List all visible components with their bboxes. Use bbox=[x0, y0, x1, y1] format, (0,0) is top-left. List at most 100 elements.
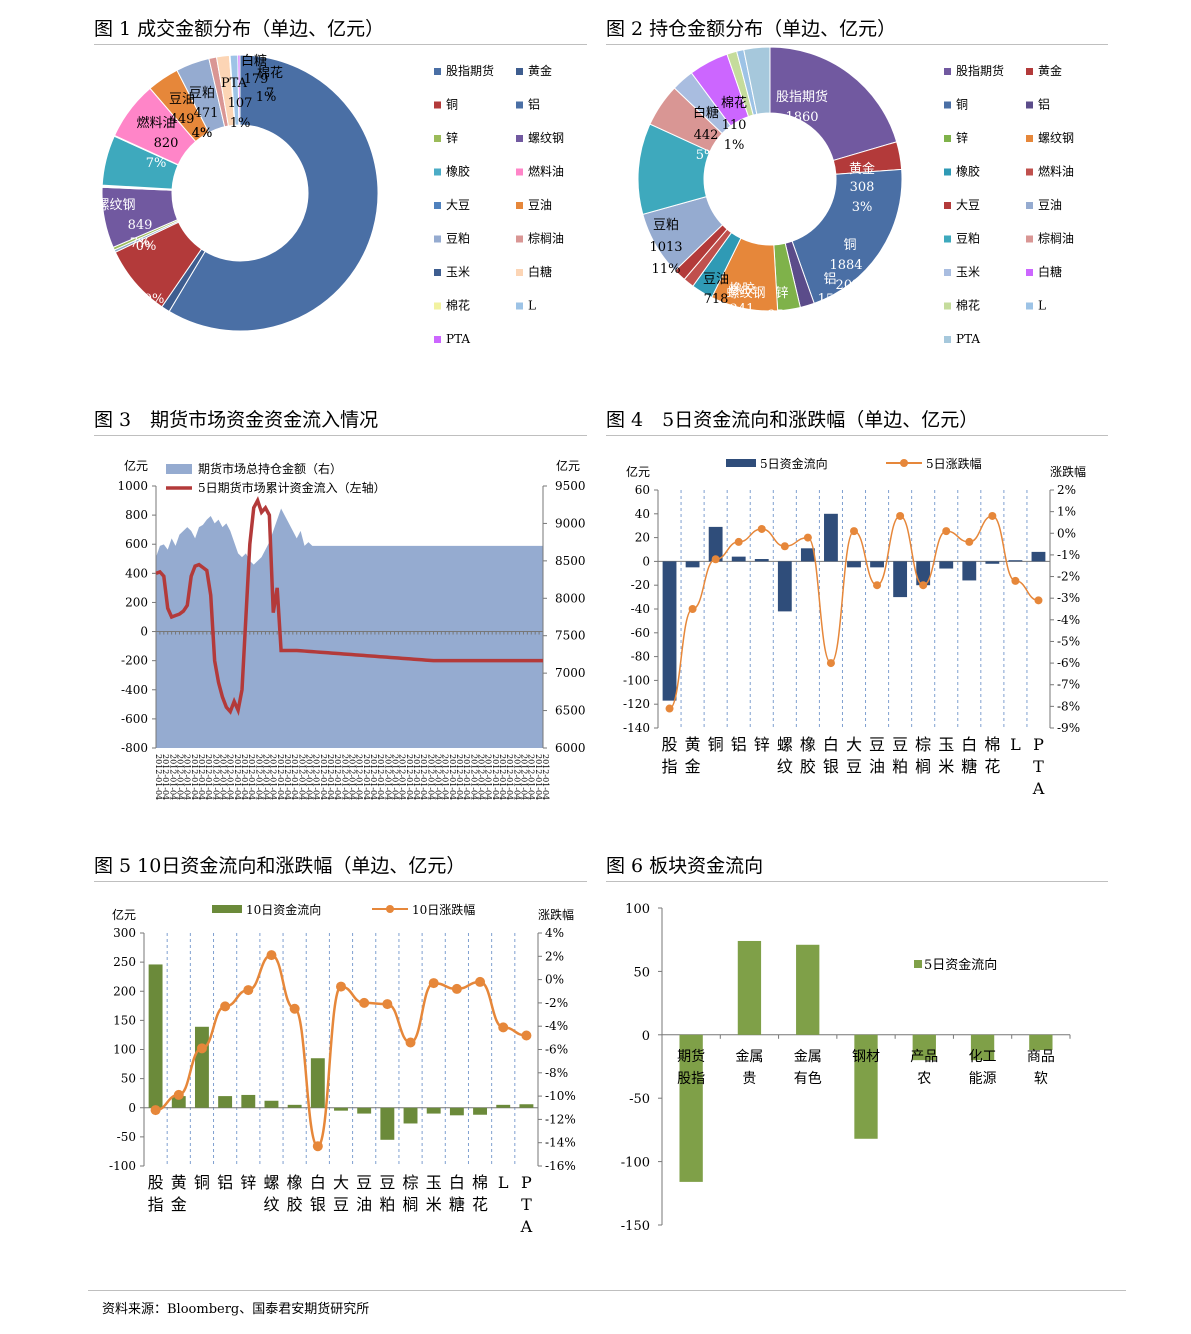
y-tick-label-left: 60 bbox=[635, 483, 650, 497]
x-tick-label: 铜 bbox=[708, 735, 724, 754]
x-tick-label: 棕 bbox=[403, 1173, 419, 1192]
data-label: 5% bbox=[696, 148, 717, 163]
x-tick-label: 2012-01-04 bbox=[326, 754, 335, 800]
bar bbox=[310, 1058, 325, 1108]
legend-entry: 黄金 bbox=[528, 63, 552, 78]
chart-panel-6: 图 6 板块资金流向 100 50 0 -50 -100 -150 期货 股指 金属贵 金属 有色 钢… bbox=[606, 851, 1108, 1257]
x-tick-label: 2012-01-04 bbox=[197, 754, 206, 800]
line-point bbox=[220, 1001, 231, 1012]
line-point bbox=[312, 1141, 323, 1152]
x-tick-label: 2012-01-04 bbox=[161, 754, 170, 800]
data-label: 718 bbox=[704, 292, 729, 307]
x-tick-label: 大 bbox=[333, 1173, 349, 1192]
bar bbox=[473, 1107, 488, 1115]
legend-swatch bbox=[944, 101, 951, 109]
legend-entry: 5日期货市场累计资金流入（左轴） bbox=[198, 480, 386, 495]
x-tick-label: 指 bbox=[662, 757, 678, 776]
bar bbox=[685, 561, 700, 568]
data-label: 3% bbox=[852, 200, 873, 215]
x-tick-label: 黄 bbox=[171, 1173, 187, 1192]
x-tick-label: 农 bbox=[917, 1071, 931, 1087]
line-point bbox=[850, 527, 858, 536]
data-label: 0% bbox=[136, 239, 157, 254]
y-tick-label-left: 0 bbox=[128, 1101, 136, 1115]
bar bbox=[847, 561, 861, 568]
x-tick-label: 油 bbox=[356, 1195, 372, 1214]
pie-slice bbox=[791, 168, 903, 305]
y-tick-label-left: -600 bbox=[121, 712, 148, 726]
bar bbox=[912, 1034, 936, 1061]
x-tick-label: 胶 bbox=[287, 1195, 303, 1214]
data-label: 白糖 bbox=[693, 105, 719, 121]
x-tick-label: 2012-01-04 bbox=[190, 754, 199, 800]
data-label: 8% bbox=[738, 330, 759, 345]
x-tick-label: 2012-01-04 bbox=[419, 754, 428, 800]
bar bbox=[893, 561, 908, 598]
x-tick-label: 2012-01-04 bbox=[477, 754, 486, 800]
chart-panel-3: 图 3 期货市场资金资金流入情况 1000 800 600 400 200 0 -200 -4… bbox=[94, 405, 587, 811]
bar bbox=[777, 561, 792, 612]
x-tick-label: 2012-01-04 bbox=[269, 754, 278, 800]
bar bbox=[426, 1107, 441, 1114]
legend-entry: 股指期货 bbox=[446, 63, 494, 78]
chart-title-6: 图 6 板块资金流向 bbox=[606, 851, 1108, 882]
data-label: 铝 bbox=[823, 272, 836, 287]
x-tick-label: 2012-01-04 bbox=[534, 754, 543, 800]
x-tick-label: 棕 bbox=[915, 735, 931, 754]
line-point bbox=[451, 983, 462, 994]
x-tick-label: 2012-01-04 bbox=[491, 754, 500, 800]
bar bbox=[1031, 551, 1046, 562]
y-tick-label-left: -100 bbox=[109, 1159, 136, 1173]
y-axis-label-left: 亿元 bbox=[112, 907, 136, 922]
data-label: 2% bbox=[820, 312, 841, 327]
y-tick-label-right: -6% bbox=[545, 1043, 568, 1057]
legend-swatch bbox=[1026, 269, 1033, 276]
x-tick-label: 纹 bbox=[263, 1195, 279, 1214]
legend-swatch bbox=[434, 235, 441, 243]
pie-slice bbox=[168, 54, 379, 332]
data-label: 241 bbox=[730, 302, 755, 317]
x-tick-label: 金 bbox=[685, 757, 701, 776]
bar bbox=[148, 964, 163, 1108]
legend-swatch bbox=[212, 905, 242, 913]
legend-swatch bbox=[1026, 101, 1033, 109]
y-tick-label-left: 600 bbox=[125, 537, 148, 551]
line-point bbox=[428, 978, 439, 989]
y-tick-label-left: 400 bbox=[125, 566, 148, 580]
bar bbox=[218, 1096, 233, 1108]
y-tick-label-right: 1% bbox=[1057, 505, 1076, 519]
x-tick-label: 2012-01-04 bbox=[276, 754, 285, 800]
x-tick-label: 胶 bbox=[800, 757, 816, 776]
y-tick-label-left: -200 bbox=[121, 654, 148, 668]
x-tick-label: 金 bbox=[171, 1195, 187, 1214]
data-label: 锌 bbox=[775, 286, 788, 301]
x-tick-label: 2012-01-04 bbox=[412, 754, 421, 800]
data-label: 7 bbox=[266, 86, 274, 101]
pie-slice bbox=[769, 46, 898, 162]
legend-swatch bbox=[726, 459, 756, 467]
y-tick-label-right: 4% bbox=[545, 926, 564, 940]
chart-2: 股指期货186020%黄金3083%铜188420%铝1582%锌2523%螺纹… bbox=[637, 46, 1074, 346]
line-point bbox=[873, 581, 882, 590]
bar bbox=[241, 1094, 256, 1108]
bar bbox=[264, 1100, 279, 1108]
y-tick-label: -50 bbox=[629, 1092, 650, 1107]
data-label: 棉花 bbox=[721, 95, 747, 111]
x-tick-label: 2012-01-04 bbox=[527, 754, 536, 800]
bar bbox=[287, 1104, 302, 1108]
data-label: 螺纹钢 bbox=[726, 286, 765, 301]
data-label: 820 bbox=[154, 136, 179, 151]
legend-entry: L bbox=[528, 299, 536, 313]
data-label: 849 bbox=[128, 218, 153, 233]
x-tick-label: 2012-01-04 bbox=[183, 754, 192, 800]
bar bbox=[970, 1034, 995, 1061]
y-tick-label-right: 2% bbox=[545, 949, 564, 963]
legend-swatch bbox=[516, 168, 523, 176]
chart-title-2: 图 2 持仓金额分布（单边、亿元） bbox=[606, 14, 1108, 45]
x-tick-label: 钢材 bbox=[852, 1049, 880, 1065]
data-label: 746 bbox=[736, 310, 761, 325]
data-label: 燃料油 bbox=[136, 115, 175, 131]
legend-entry: 期货市场总持仓金额（右） bbox=[198, 461, 342, 476]
x-tick-label: 2012-01-04 bbox=[333, 754, 342, 800]
legend-swatch bbox=[914, 960, 922, 968]
